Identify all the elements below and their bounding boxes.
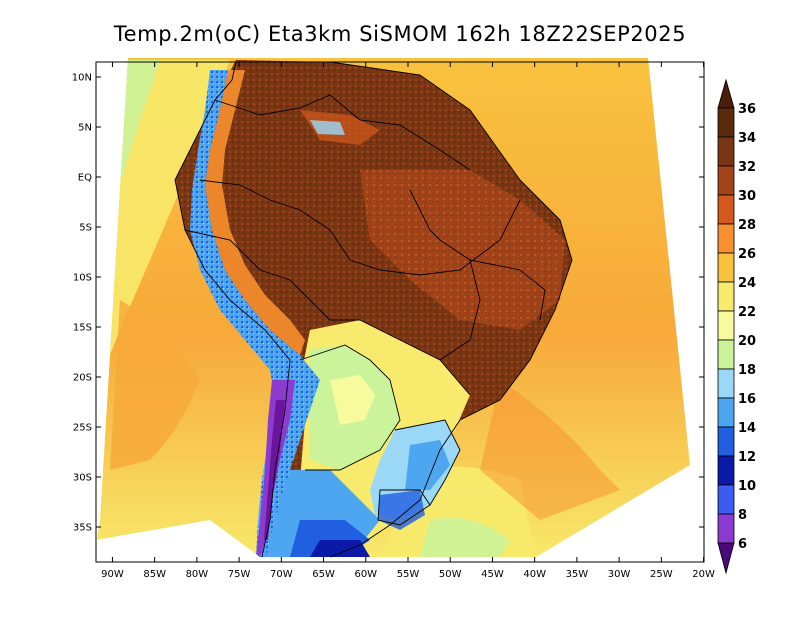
x-tick-label: 60W [354,569,377,580]
colorbar-swatch [717,513,735,544]
pacific-warm-patch [110,300,200,470]
colorbar-label: 36 [738,102,756,117]
x-tick-label: 85W [143,569,166,580]
uruguay-cold-spot [378,490,425,530]
colorbar-label: 26 [738,247,756,262]
colorbar-swatch [717,484,735,515]
paraguay-border [299,344,401,471]
colorbar-label: 16 [738,392,756,407]
colorbar-swatch [717,136,735,167]
x-tick-label: 65W [312,569,335,580]
colorbar-swatch [717,107,735,138]
colorbar-top-cap [717,78,735,109]
map-frame [95,61,705,563]
y-tick-label: 10N [72,73,92,84]
map-panel: 10N 5N EQ 5S 10S 15S 20S 25S 30S 35S 90W 85W 80W 75W… [72,58,715,580]
x-tick-label: 45W [481,569,504,580]
paraguay-mild-spot [330,375,375,425]
tepui-cool-spot [310,120,345,135]
colorbar-swatch [717,194,735,225]
colorbar-label: 8 [738,508,747,523]
colorbar-label: 30 [738,189,756,204]
x-tick-label: 70W [270,569,293,580]
northeast-brazil-field [360,170,565,330]
y-tick-label: 5S [79,223,92,234]
colorbar-label: 12 [738,450,756,465]
x-tick-label: 20W [692,569,715,580]
colorbar-swatch [717,397,735,428]
x-tick-label: 90W [101,569,124,580]
andes-peak-coldest [264,400,285,540]
x-tick-label: 35W [566,569,589,580]
argentina-coldest-band [310,540,370,557]
colorbar-swatch [717,310,735,341]
northeast-state-border [469,259,546,321]
x-axis: 90W 85W 80W 75W 70W 65W 60W 55W 50W 45W 40W 35W 30W 2… [101,62,715,580]
pacific-coastline [174,61,291,558]
y-tick-label: 20S [73,373,92,384]
south-brazil-border [394,419,461,506]
y-tick-label: 5N [78,123,92,134]
y-axis: 10N 5N EQ 5S 10S 15S 20S 25S 30S 35S [72,73,704,534]
x-tick-label: 25W [650,569,673,580]
central-state-border [439,239,481,361]
colorbar-label: 20 [738,334,756,349]
northwest-border [199,179,351,261]
x-tick-label: 55W [397,569,420,580]
colorbar-label: 22 [738,305,756,320]
colorbar-swatch [717,368,735,399]
y-tick-label: EQ [78,173,92,184]
y-tick-label: 30S [73,473,92,484]
colorbar-swatch [717,339,735,370]
y-tick-label: 15S [73,323,92,334]
colorbar-swatch [717,223,735,254]
y-tick-label: 25S [73,423,92,434]
colorbar-label: 14 [738,421,756,436]
andes-cold-spine [190,70,320,557]
political-boundaries [174,61,573,558]
bolivia-border [330,319,471,396]
andes-foothill-band [205,70,305,355]
y-tick-label: 10S [73,273,92,284]
colorbar-swatch [717,281,735,312]
colorbar-swatch [717,426,735,457]
south-atlantic-cooler-area [420,517,510,557]
peru-border [184,229,331,321]
colorbar-label: 34 [738,131,756,146]
amazon-state-border [349,199,521,276]
colorbar-label: 10 [738,479,756,494]
para-border [409,189,441,241]
colorbar-bottom-cap [717,542,735,575]
y-tick-label: 35S [73,523,92,534]
colorbar-label: 24 [738,276,756,291]
x-tick-label: 30W [608,569,631,580]
colorbar-swatch [717,455,735,486]
colorbar-label: 18 [738,363,756,378]
colorbar-label: 32 [738,160,756,175]
atlantic-warm-tongue [480,380,620,520]
colorbar: 36 34 32 30 28 26 24 22 20 18 16 14 12 10 8 6 [717,78,756,575]
x-tick-label: 80W [186,569,209,580]
x-tick-label: 50W [439,569,462,580]
colorbar-swatch [717,252,735,283]
colorbar-swatch [717,165,735,196]
uruguay-border [377,489,431,526]
northern-border [214,94,471,171]
x-tick-label: 40W [523,569,546,580]
colorbar-label: 28 [738,218,756,233]
temperature-field [96,58,690,557]
colorbar-label: 6 [738,537,747,552]
map-title: Temp.2m(oC) Eta3km SiSMOM 162h 18Z22SEP2… [113,22,686,46]
x-tick-label: 75W [228,569,251,580]
atlantic-coastline [329,61,573,558]
